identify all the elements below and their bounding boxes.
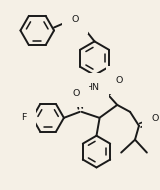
Text: O: O xyxy=(116,76,123,85)
Text: O: O xyxy=(151,114,158,123)
Text: F: F xyxy=(21,113,26,122)
Text: O: O xyxy=(72,89,80,97)
Text: HN: HN xyxy=(86,83,100,92)
Text: O: O xyxy=(71,15,78,24)
